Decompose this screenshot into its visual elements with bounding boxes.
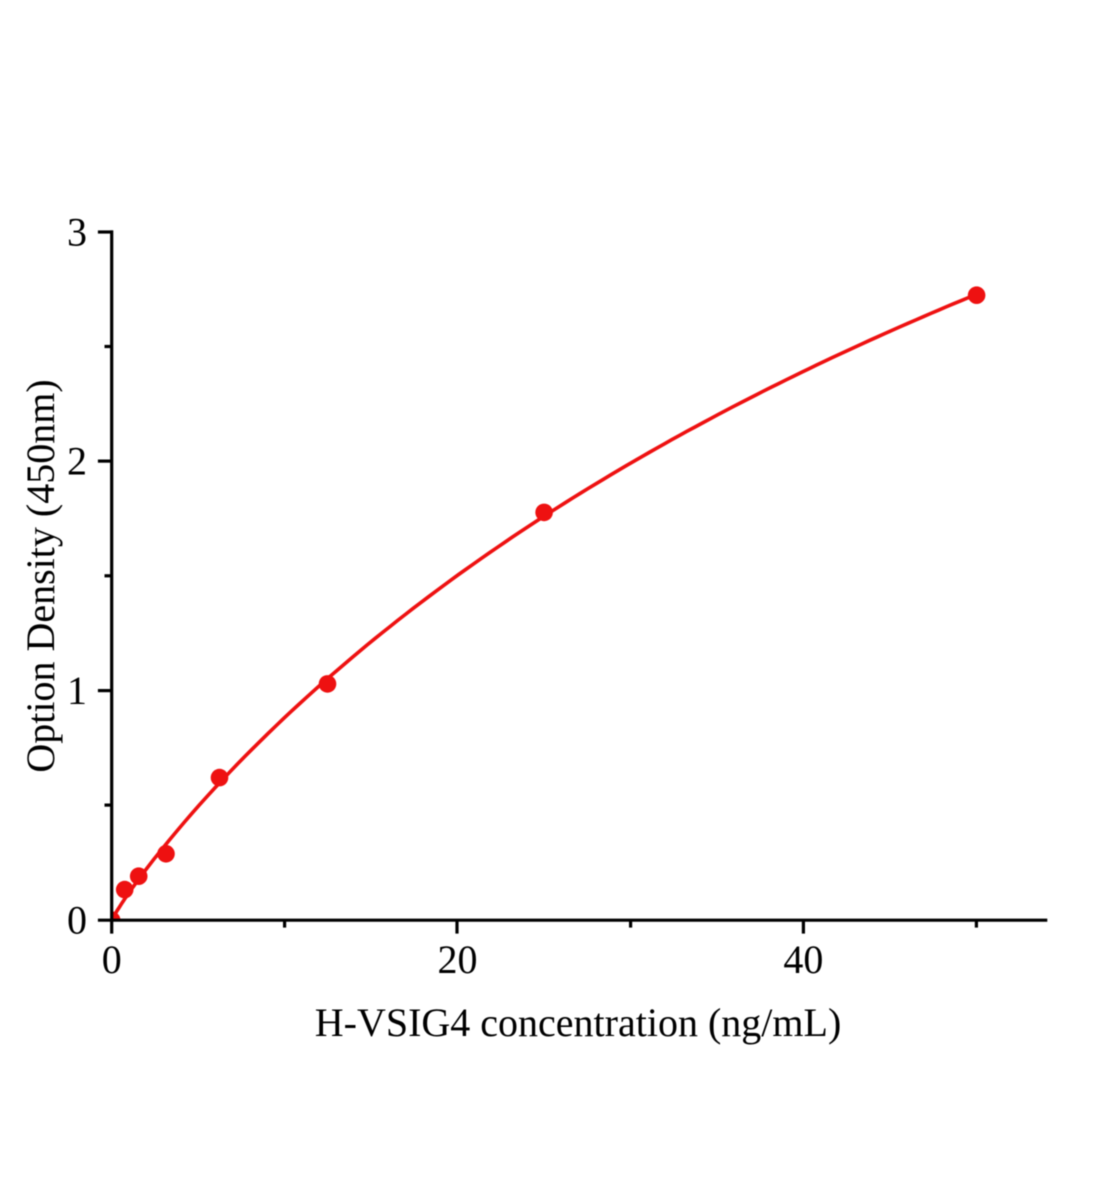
- svg-text:H-VSIG4 concentration (ng/mL): H-VSIG4 concentration (ng/mL): [315, 1000, 842, 1045]
- svg-text:1: 1: [67, 668, 87, 713]
- svg-text:0: 0: [67, 897, 87, 942]
- svg-text:20: 20: [438, 937, 478, 982]
- svg-text:2: 2: [67, 438, 87, 483]
- svg-text:40: 40: [783, 937, 823, 982]
- svg-text:3: 3: [67, 209, 87, 254]
- svg-text:Option Density (450nm): Option Density (450nm): [18, 379, 63, 772]
- svg-text:0: 0: [102, 937, 122, 982]
